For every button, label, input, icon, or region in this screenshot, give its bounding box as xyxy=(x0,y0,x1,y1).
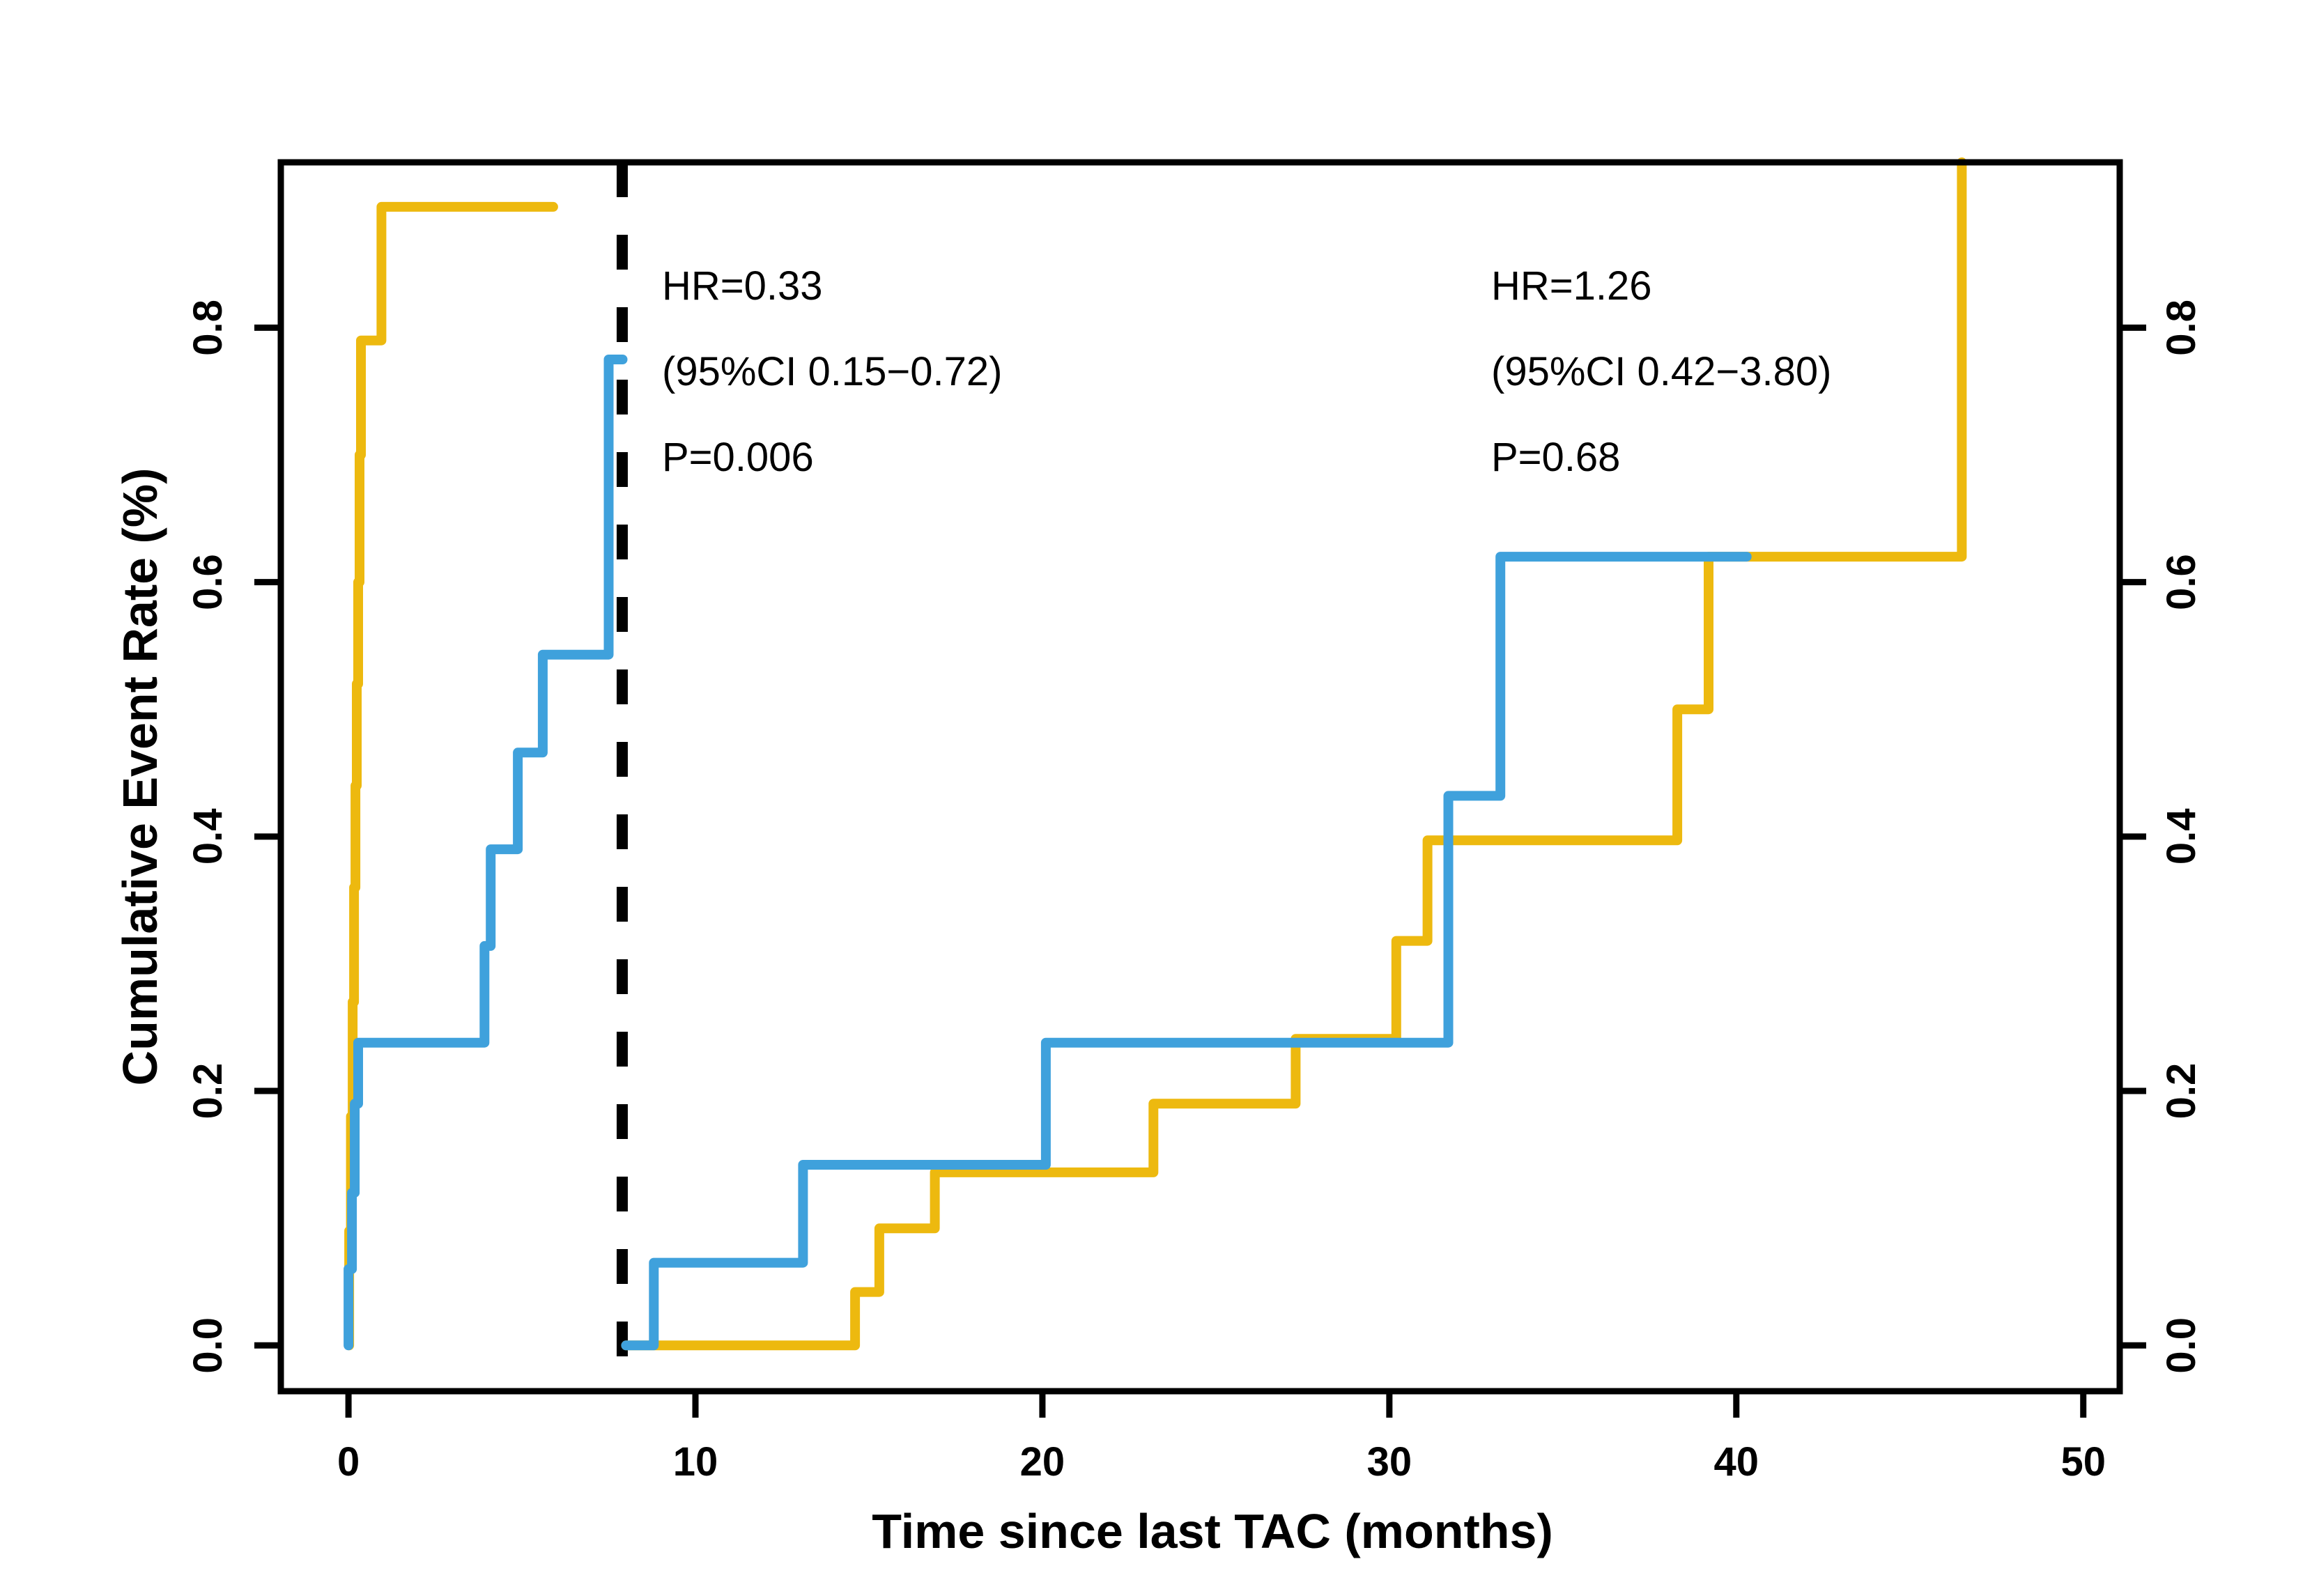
y-axis-title: Cumulative Event Rate (%) xyxy=(113,468,167,1086)
x-tick-label: 40 xyxy=(1714,1439,1759,1485)
curve-blue_post8 xyxy=(621,552,1752,1351)
y-tick-label-right: 0.4 xyxy=(2159,809,2204,865)
annotation-left: HR=0.33 (95%CI 0.15−0.72) P=0.006 xyxy=(662,263,1002,480)
x-tick-label: 30 xyxy=(1367,1439,1412,1485)
x-tick-label: 20 xyxy=(1020,1439,1065,1485)
curve-blue_pre8 xyxy=(344,355,628,1351)
y-tick-label-right: 0.6 xyxy=(2159,554,2204,610)
y-tick-label-right: 0.0 xyxy=(2159,1317,2204,1374)
y-tick-label-left: 0.6 xyxy=(185,554,231,610)
y-tick-label-right: 0.2 xyxy=(2159,1063,2204,1119)
y-tick-label-left: 0.2 xyxy=(185,1063,231,1119)
x-tick-label: 0 xyxy=(337,1439,360,1485)
x-tick-label: 50 xyxy=(2060,1439,2106,1485)
x-axis-title: Time since last TAC (months) xyxy=(872,1504,1553,1558)
plot-border xyxy=(277,159,2123,1395)
annotation-left-p: P=0.006 xyxy=(662,435,814,480)
annotation-right: HR=1.26 (95%CI 0.42−3.80) P=0.68 xyxy=(1491,263,1831,480)
x-tick-label: 10 xyxy=(673,1439,718,1485)
annotation-left-hr: HR=0.33 xyxy=(662,263,823,309)
annotation-right-p: P=0.68 xyxy=(1491,435,1620,480)
y-tick-label-left: 0.8 xyxy=(185,300,231,356)
y-tick-label-left: 0.4 xyxy=(185,809,231,865)
annotation-left-ci: (95%CI 0.15−0.72) xyxy=(662,349,1002,394)
annotation-right-hr: HR=1.26 xyxy=(1491,263,1652,309)
y-tick-label-right: 0.8 xyxy=(2159,300,2204,356)
chart-generated-layer: 0 10 20 30 40 50 0.0 0.0 0.2 0.2 0.4 0.4 0.6 0.6 0.8 0.… xyxy=(185,157,2204,1485)
annotation-right-ci: (95%CI 0.42−3.80) xyxy=(1491,349,1831,394)
y-tick-label-left: 0.0 xyxy=(185,1317,231,1374)
